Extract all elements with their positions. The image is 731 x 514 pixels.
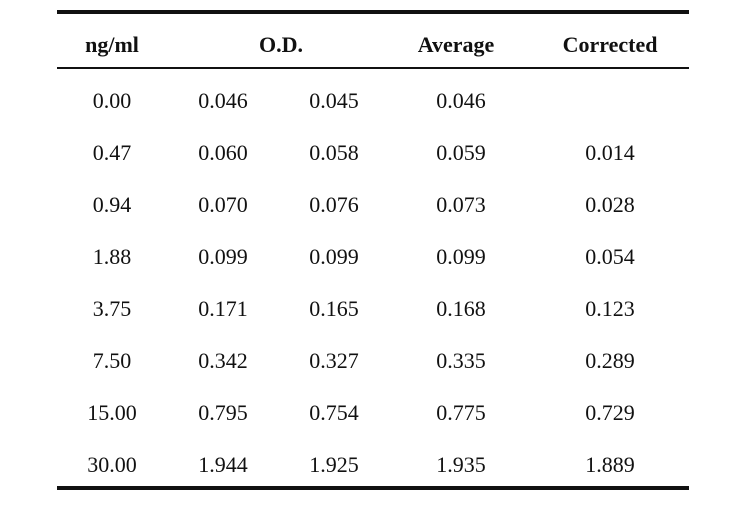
- cell-od2: 0.327: [309, 348, 359, 373]
- cell-average: 0.046: [436, 88, 486, 113]
- cell-corrected: 0.054: [585, 244, 635, 269]
- cell-corrected: 0.729: [585, 400, 635, 425]
- cell-corrected: 0.123: [585, 296, 635, 321]
- table-top-rule: [57, 10, 689, 14]
- cell-average: 0.099: [436, 244, 486, 269]
- cell-average: 0.168: [436, 296, 486, 321]
- table-row: 7.50 0.342 0.327 0.335 0.289: [57, 348, 689, 378]
- cell-conc: 1.88: [92, 244, 132, 269]
- table-row: 0.94 0.070 0.076 0.073 0.028: [57, 192, 689, 222]
- cell-od2: 0.058: [309, 140, 359, 165]
- cell-od1: 0.070: [198, 192, 248, 217]
- cell-conc: 0.00: [92, 88, 132, 113]
- table-row: 0.47 0.060 0.058 0.059 0.014: [57, 140, 689, 170]
- table-row: 1.88 0.099 0.099 0.099 0.054: [57, 244, 689, 274]
- cell-corrected: 0.289: [585, 348, 635, 373]
- cell-average: 0.073: [436, 192, 486, 217]
- cell-od1: 1.944: [198, 452, 248, 477]
- header-od: O.D.: [259, 32, 303, 57]
- table-bottom-rule: [57, 486, 689, 490]
- table-row: 3.75 0.171 0.165 0.168 0.123: [57, 296, 689, 326]
- table-header: ng/ml O.D. Average Corrected: [57, 32, 689, 62]
- cell-od2: 0.099: [309, 244, 359, 269]
- table-row: 30.00 1.944 1.925 1.935 1.889: [57, 452, 689, 482]
- cell-average: 1.935: [436, 452, 486, 477]
- cell-conc: 0.47: [92, 140, 132, 165]
- cell-corrected: 0.028: [585, 192, 635, 217]
- table-row: 0.00 0.046 0.045 0.046: [57, 88, 689, 118]
- header-corrected: Corrected: [562, 32, 658, 57]
- cell-od1: 0.342: [198, 348, 248, 373]
- cell-corrected: 0.014: [585, 140, 635, 165]
- table-header-rule: [57, 67, 689, 69]
- table-row: 15.00 0.795 0.754 0.775 0.729: [57, 400, 689, 430]
- cell-od2: 0.045: [309, 88, 359, 113]
- cell-average: 0.335: [436, 348, 486, 373]
- cell-od1: 0.060: [198, 140, 248, 165]
- cell-conc: 15.00: [87, 400, 137, 425]
- cell-conc: 0.94: [92, 192, 132, 217]
- cell-od2: 0.076: [309, 192, 359, 217]
- cell-conc: 30.00: [87, 452, 137, 477]
- cell-corrected: 1.889: [585, 452, 635, 477]
- cell-od2: 1.925: [309, 452, 359, 477]
- cell-od2: 0.754: [309, 400, 359, 425]
- cell-average: 0.775: [436, 400, 486, 425]
- cell-od1: 0.171: [198, 296, 248, 321]
- cell-od2: 0.165: [309, 296, 359, 321]
- header-conc: ng/ml: [85, 32, 139, 57]
- cell-conc: 7.50: [92, 348, 132, 373]
- cell-conc: 3.75: [92, 296, 132, 321]
- cell-od1: 0.046: [198, 88, 248, 113]
- cell-average: 0.059: [436, 140, 486, 165]
- cell-od1: 0.099: [198, 244, 248, 269]
- header-average: Average: [417, 32, 495, 57]
- cell-od1: 0.795: [198, 400, 248, 425]
